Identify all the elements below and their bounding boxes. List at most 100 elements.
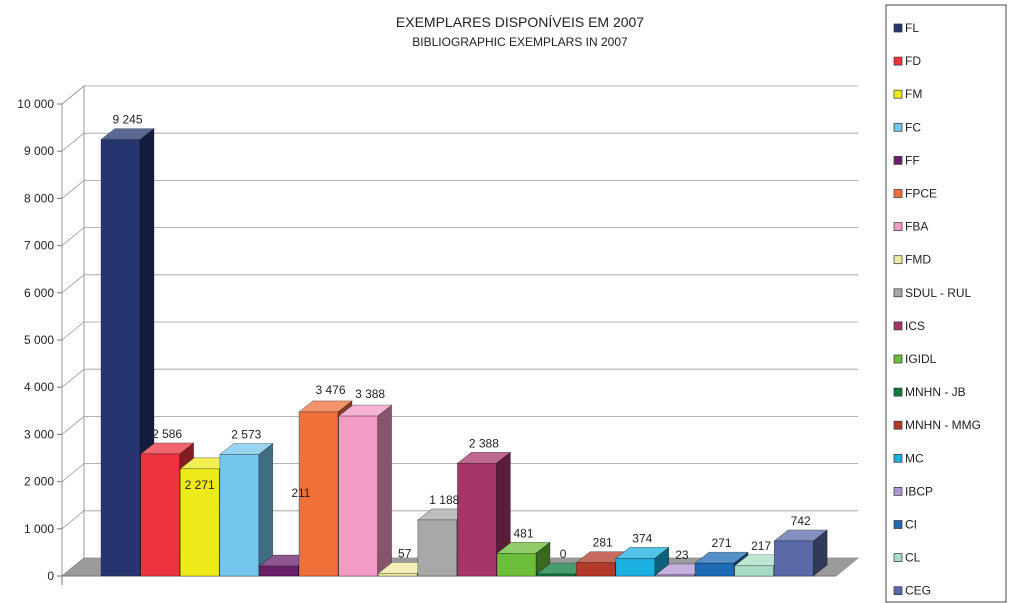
y-tick-label: 8 000 [24,191,54,205]
data-label: 2 586 [152,427,182,441]
bar [614,546,670,577]
legend-swatch [893,156,903,165]
legend-label: FMD [905,253,931,267]
legend-swatch [893,122,903,132]
legend-label: FM [905,87,922,101]
bar [337,404,393,577]
gridline [61,368,858,388]
y-tick-label: 1 000 [24,522,54,536]
bar-front [615,558,656,577]
gridline [61,85,858,105]
bar [456,451,512,577]
legend-swatch [893,23,903,33]
bar-front [298,411,339,577]
data-labels: 9 245 2 586 2 271 2 573 211 3 476 3 388 57 1 188… [112,113,811,562]
data-label: 9 245 [112,113,142,127]
y-tick-label: 10 000 [17,97,54,111]
bars [100,128,829,577]
y-tick-label: 3 000 [24,427,54,441]
y-tick-label: 6 000 [24,286,54,300]
legend-label: FPCE [905,187,937,201]
bar-side [377,404,392,577]
bar-front [694,562,735,577]
bar-front [536,573,576,577]
data-label: 0 [560,547,567,561]
bar-front [377,573,418,577]
data-label: 374 [632,531,652,545]
data-label: 2 573 [231,428,261,442]
bar-side [258,442,274,577]
legend-swatch [893,387,903,397]
data-label: 2 388 [469,436,499,450]
bar-front [338,415,378,577]
gridline [61,179,858,199]
bar-front [179,468,220,577]
legend-swatch [893,89,903,99]
gridline [61,274,858,294]
y-tick-label: 2 000 [24,475,54,489]
legend-swatch [893,520,903,529]
data-label: 211 [291,486,310,500]
bar-front [457,462,497,577]
chart-subtitle: BIBLIOGRAPHIC EXEMPLARS IN 2007 [412,35,628,49]
data-label: 742 [791,514,811,528]
data-label: 57 [398,546,412,560]
legend-swatch [893,189,903,198]
legend-label: FBA [905,220,928,234]
legend-label: SDUL - RUL [905,286,972,300]
data-label: 271 [711,536,731,550]
legend-label: ICS [905,319,925,333]
y-tick-label: 7 000 [24,239,54,253]
gridline [61,463,858,482]
legend-label: IBCP [905,484,933,498]
gridline [61,132,858,152]
bar-front [219,454,260,577]
y-tick-label: 9 000 [24,144,54,158]
legend-swatch [893,321,903,331]
bar-front [496,552,537,577]
legend-box [885,4,1007,603]
legend-swatch [893,586,903,596]
bar-front [140,453,180,577]
bar-front [259,565,299,577]
legend-label: IGIDL [905,352,937,366]
legend-label: MNHN - JB [905,385,966,399]
data-label: 481 [513,526,533,540]
y-axis-ticks: 0 1 000 2 000 3 000 4 000 5 000 6 000 7 000 8 00… [17,97,62,583]
legend-label: MNHN - MMG [905,418,981,432]
legend: FL FD FM FC FF FPCE FBA FMD SDUL - RUL ICS IGIDL MN… [885,4,1007,603]
bar-front [773,540,814,577]
bar-front [417,519,458,577]
legend-swatch [893,56,903,66]
legend-swatch [893,354,903,364]
bar [218,442,274,577]
data-label: 23 [675,548,689,562]
data-label: 217 [751,539,771,553]
legend-swatch [893,255,903,265]
data-label: 3 388 [355,387,385,401]
legend-swatch [893,487,903,496]
data-label: 281 [593,536,613,550]
bar-front [575,562,616,577]
data-label: 2 271 [185,478,215,492]
gridlines [61,85,858,530]
y-tick-label: 5 000 [24,333,54,347]
legend-label: CEG [905,584,931,598]
legend-label: FF [905,153,920,167]
legend-label: FC [905,120,921,134]
legend-swatch [893,553,903,562]
gridline [61,321,858,341]
y-tick-label: 4 000 [24,380,54,394]
legend-label: MC [905,451,924,465]
bar-front [100,139,141,577]
data-label: 3 476 [315,383,345,397]
y-tick-label: 0 [47,569,54,583]
legend-label: FD [905,54,921,68]
gridline [61,227,858,246]
legend-label: CL [905,551,921,565]
legend-label: FL [905,21,919,35]
bar-front [655,574,695,577]
legend-label: CI [905,518,917,532]
chart-title: EXEMPLARES DISPONÍVEIS EM 2007 [396,14,644,30]
